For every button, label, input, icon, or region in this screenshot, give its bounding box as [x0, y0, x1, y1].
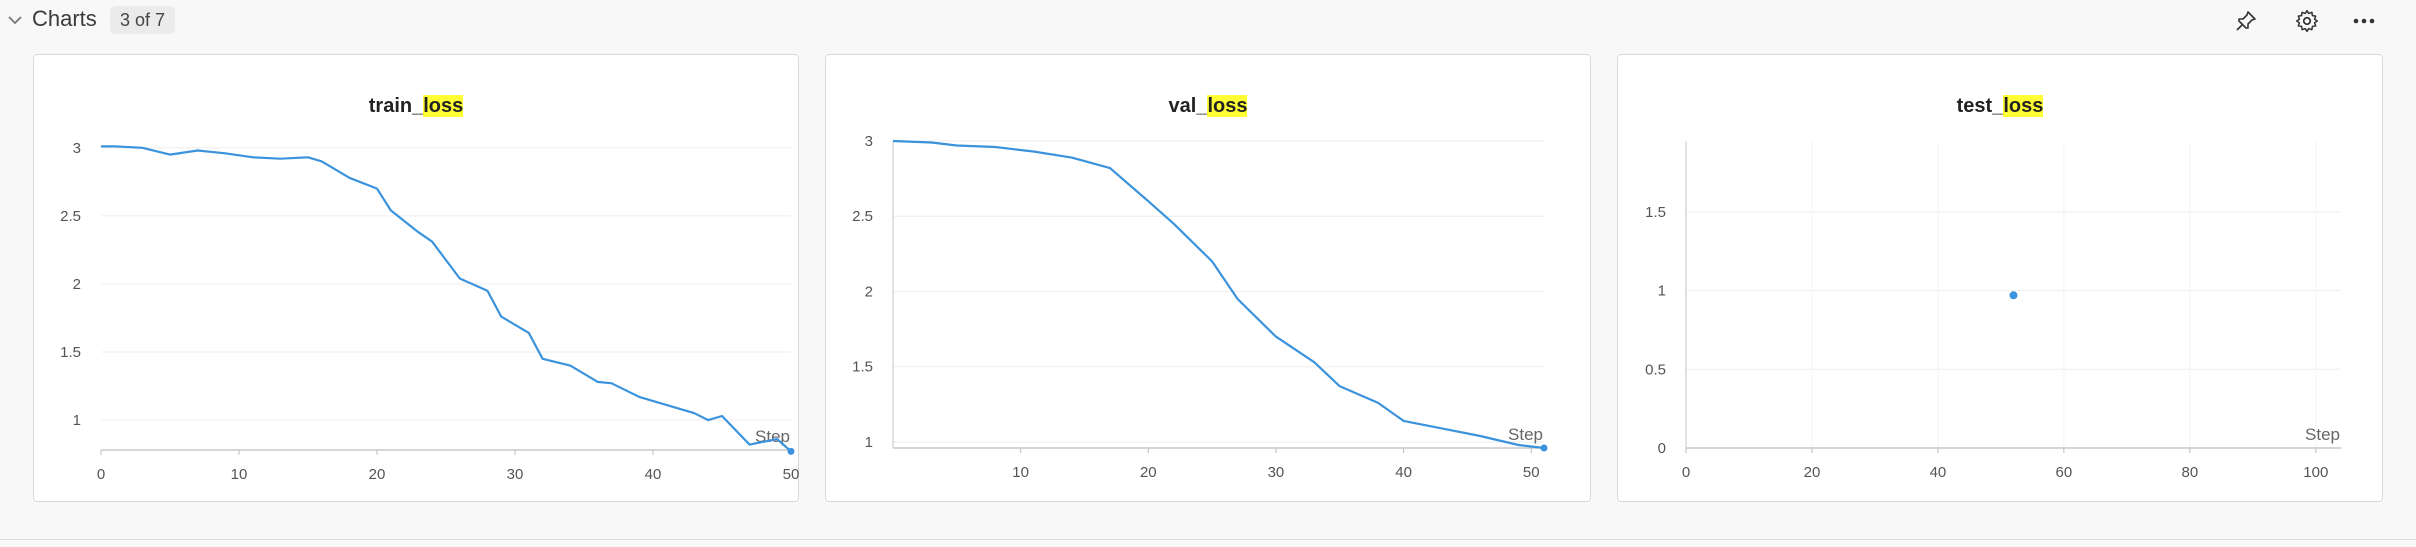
last-point-marker[interactable] [787, 447, 795, 455]
chart-panel-train-loss[interactable]: train_loss 1 1.5 2 2.5 3 0 10 20 30 40 50 Step [33, 54, 799, 502]
section-title[interactable]: Charts [32, 6, 97, 31]
y-tick-label: 0 [1658, 440, 1666, 457]
y-tick-label: 2 [73, 276, 81, 293]
x-axis-title: Step [2305, 425, 2340, 444]
more-icon[interactable] [2347, 4, 2381, 38]
y-tick-label: 1 [73, 412, 81, 429]
chevron-down-icon[interactable] [6, 11, 24, 29]
x-tick-label: 80 [2182, 464, 2199, 481]
last-point-marker[interactable] [1540, 444, 1548, 452]
x-tick-label: 50 [783, 466, 800, 483]
chart-title: val_loss [826, 95, 1590, 118]
chart-title: test_loss [1618, 95, 2382, 118]
x-tick-label: 20 [1804, 464, 1821, 481]
series-line[interactable] [101, 145, 792, 453]
y-tick-label: 2.5 [60, 208, 81, 225]
y-tick-label: 0.5 [1645, 361, 1666, 378]
y-tick-label: 3 [865, 133, 873, 150]
x-tick-label: 20 [1140, 464, 1157, 481]
x-axis-title: Step [1508, 425, 1543, 444]
series-line[interactable] [892, 139, 1545, 450]
title-highlight: loss [2003, 95, 2044, 117]
title-highlight: loss [1207, 95, 1248, 117]
y-tick-label: 2.5 [852, 208, 873, 225]
x-tick-label: 40 [1930, 464, 1947, 481]
test-loss-chart: 0 0.5 1 1.5 0 20 40 60 80 100 Step [1645, 141, 2341, 481]
title-prefix: train_ [368, 95, 424, 117]
data-point[interactable] [2009, 291, 2018, 300]
x-tick-label: 0 [97, 466, 105, 483]
chart-panel-val-loss[interactable]: val_loss 1 1.5 2 2.5 3 10 20 30 40 50 Step [825, 54, 1591, 502]
y-tick-label: 1.5 [852, 359, 873, 376]
x-tick-label: 0 [1682, 464, 1690, 481]
y-tick-label: 1.5 [1645, 204, 1666, 221]
y-tick-label: 1 [1658, 283, 1666, 300]
section-divider [0, 539, 2416, 540]
x-tick-label: 40 [1395, 464, 1412, 481]
title-highlight: loss [423, 95, 464, 117]
title-prefix: test_ [1956, 95, 2004, 117]
gear-icon[interactable] [2290, 4, 2324, 38]
x-tick-label: 60 [2056, 464, 2073, 481]
charts-section-header: Charts 3 of 7 [0, 0, 2416, 42]
chart-panel-test-loss[interactable]: test_loss 0 0.5 1 1.5 0 20 40 60 80 100 Step [1617, 54, 2383, 502]
x-tick-label: 30 [507, 466, 524, 483]
val-loss-chart: 1 1.5 2 2.5 3 10 20 30 40 50 Step [852, 133, 1548, 481]
title-prefix: val_ [1168, 95, 1208, 117]
x-tick-label: 10 [1012, 464, 1029, 481]
y-tick-label: 3 [73, 140, 81, 157]
x-tick-label: 50 [1523, 464, 1540, 481]
y-tick-label: 1.5 [60, 344, 81, 361]
x-tick-label: 30 [1268, 464, 1285, 481]
x-tick-label: 10 [231, 466, 248, 483]
x-tick-label: 40 [645, 466, 662, 483]
chart-title: train_loss [34, 95, 798, 118]
x-tick-label: 100 [2303, 464, 2328, 481]
pin-icon[interactable] [2229, 4, 2263, 38]
y-tick-label: 1 [865, 434, 873, 451]
chart-count-badge: 3 of 7 [110, 6, 176, 34]
x-tick-label: 20 [369, 466, 386, 483]
y-tick-label: 2 [865, 283, 873, 300]
